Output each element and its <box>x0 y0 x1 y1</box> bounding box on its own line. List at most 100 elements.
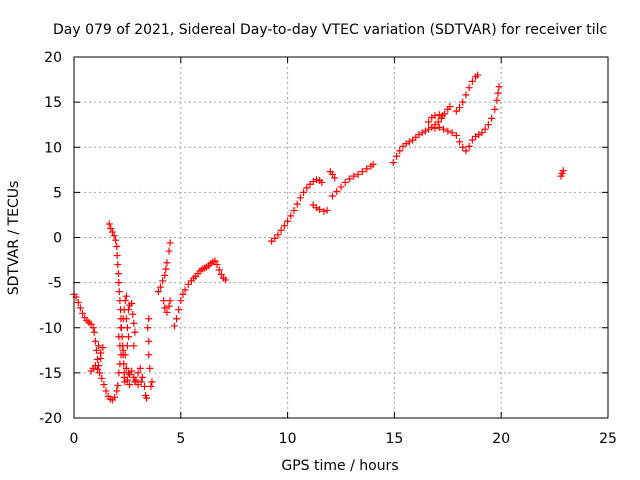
data-point <box>472 132 480 140</box>
data-point <box>95 342 103 350</box>
x-tick-label: 5 <box>176 431 185 447</box>
data-point <box>145 337 153 345</box>
data-point <box>277 226 285 234</box>
data-point <box>177 297 185 305</box>
data-point <box>115 333 123 341</box>
data-point <box>274 231 282 239</box>
data-point <box>166 239 174 247</box>
data-point <box>328 170 336 178</box>
data-point <box>134 369 142 377</box>
data-point <box>358 168 366 176</box>
data-point <box>446 103 454 111</box>
data-point <box>128 299 136 307</box>
data-point <box>296 194 304 202</box>
data-point <box>115 288 123 296</box>
x-tick-label: 25 <box>599 431 617 447</box>
data-point <box>179 290 187 298</box>
data-point <box>280 222 288 230</box>
data-point <box>97 354 105 362</box>
data-point <box>113 252 121 260</box>
x-tick-label: 15 <box>385 431 403 447</box>
data-point <box>354 170 362 178</box>
data-point <box>93 355 101 363</box>
data-point <box>363 165 371 173</box>
y-tick-label: 0 <box>53 231 62 247</box>
data-point <box>284 217 292 225</box>
data-point <box>431 112 439 120</box>
data-point <box>217 271 225 279</box>
data-point <box>130 319 138 327</box>
x-tick-labels: 0 5 10 15 20 25 <box>70 431 617 447</box>
data-point <box>405 138 413 146</box>
data-point <box>91 337 99 345</box>
data-point <box>89 324 97 332</box>
data-point <box>114 261 122 269</box>
data-point <box>312 176 320 184</box>
data-point <box>393 152 401 160</box>
data-point <box>124 333 132 341</box>
data-point <box>491 105 499 113</box>
data-point <box>102 387 110 395</box>
data-point <box>92 346 100 354</box>
data-points <box>70 71 567 404</box>
data-point <box>148 378 156 386</box>
data-point <box>438 112 446 120</box>
data-point <box>126 381 134 389</box>
data-point <box>144 324 152 332</box>
data-point <box>431 124 439 132</box>
data-point <box>161 304 169 312</box>
y-tick-label: 20 <box>44 50 62 66</box>
data-point <box>484 121 492 129</box>
data-point <box>107 224 115 232</box>
data-point <box>100 381 108 389</box>
data-point <box>222 276 230 284</box>
data-point <box>122 315 130 323</box>
data-point <box>129 310 137 318</box>
data-point <box>93 365 101 373</box>
data-point <box>163 259 171 267</box>
data-point <box>369 160 377 168</box>
data-point <box>459 143 467 151</box>
data-point <box>421 127 429 135</box>
chart-title: Day 079 of 2021, Sidereal Day-to-day VTE… <box>53 22 607 38</box>
data-point <box>333 187 341 195</box>
data-point <box>452 107 460 115</box>
data-point <box>123 342 131 350</box>
data-point <box>105 220 113 228</box>
data-point <box>316 206 324 214</box>
data-point <box>113 387 121 395</box>
data-point <box>114 270 122 278</box>
data-point <box>111 393 119 401</box>
data-point <box>116 360 124 368</box>
data-point <box>465 84 473 92</box>
data-point <box>143 394 151 402</box>
data-point <box>389 159 397 167</box>
data-point <box>130 342 138 350</box>
data-point <box>428 113 436 121</box>
data-point <box>181 286 189 294</box>
y-tick-label: -5 <box>48 276 62 292</box>
data-point <box>115 369 123 377</box>
data-point <box>350 172 358 180</box>
data-point <box>396 147 404 155</box>
data-point <box>145 351 153 359</box>
y-tick-label: -10 <box>39 321 62 337</box>
data-point <box>462 91 470 99</box>
data-point <box>99 344 107 352</box>
data-point <box>475 131 483 139</box>
data-point <box>98 374 106 382</box>
data-point <box>110 232 118 240</box>
data-point <box>300 188 308 196</box>
data-point <box>91 362 99 370</box>
data-point <box>113 243 121 251</box>
data-point <box>117 324 125 332</box>
x-tick-label: 20 <box>492 431 510 447</box>
data-point <box>119 346 127 354</box>
data-point <box>462 147 470 155</box>
data-point <box>213 261 221 269</box>
data-point <box>112 236 120 244</box>
data-point <box>147 382 155 390</box>
data-point <box>123 376 131 384</box>
y-tick-label: -15 <box>39 366 62 382</box>
data-point <box>161 271 169 279</box>
